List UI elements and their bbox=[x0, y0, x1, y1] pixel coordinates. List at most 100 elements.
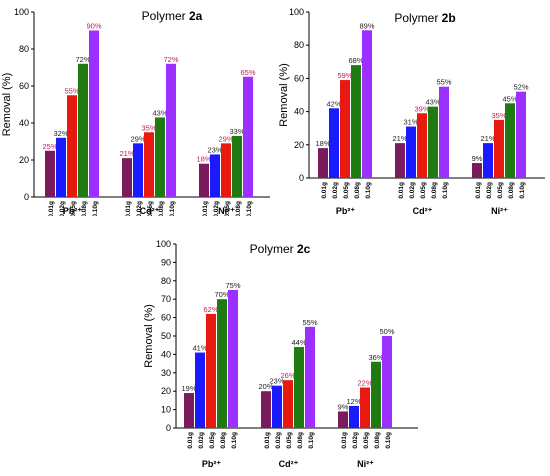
bar bbox=[210, 154, 220, 197]
bar-value-label: 26% bbox=[280, 371, 295, 380]
bar-value-label: 35% bbox=[141, 123, 156, 132]
y-axis-title: Removal (%) bbox=[143, 304, 155, 368]
bar bbox=[305, 326, 315, 428]
bar bbox=[406, 126, 416, 178]
bar bbox=[340, 80, 350, 178]
y-tick-label: 80 bbox=[19, 44, 29, 54]
bar bbox=[371, 361, 381, 428]
dose-tick-label: 0.05g bbox=[420, 182, 427, 199]
bar bbox=[56, 137, 66, 197]
y-tick-label: 10 bbox=[161, 405, 171, 415]
y-tick-label: 100 bbox=[156, 239, 171, 249]
bar-value-label: 41% bbox=[192, 344, 207, 353]
bar-value-label: 29% bbox=[218, 134, 233, 143]
bar-value-label: 72% bbox=[163, 55, 178, 64]
bar-value-label: 39% bbox=[414, 104, 429, 113]
y-tick-label: 100 bbox=[14, 7, 29, 17]
bar-value-label: 43% bbox=[152, 108, 167, 117]
bar bbox=[232, 135, 242, 197]
bar-value-label: 52% bbox=[513, 83, 528, 92]
y-tick-label: 70 bbox=[161, 294, 171, 304]
dose-tick-label: 0.05g bbox=[286, 432, 293, 449]
y-tick-label: 60 bbox=[161, 313, 171, 323]
dose-tick-label: 0.05g bbox=[343, 182, 350, 199]
bar-value-label: 18% bbox=[315, 139, 330, 148]
bar bbox=[243, 76, 253, 197]
y-tick-label: 80 bbox=[294, 40, 304, 50]
bar-value-label: 42% bbox=[326, 99, 341, 108]
bar bbox=[338, 411, 348, 428]
dose-tick-label: 0.10g bbox=[519, 182, 526, 199]
dose-tick-label: 0.05g bbox=[363, 432, 370, 449]
dose-tick-label: 0.01g bbox=[341, 432, 348, 449]
dose-tick-label: 0.08g bbox=[354, 182, 361, 199]
bar bbox=[261, 391, 271, 428]
group-label: Ni²⁺ bbox=[218, 206, 235, 216]
bar bbox=[483, 143, 493, 178]
y-tick-label: 0 bbox=[299, 173, 304, 183]
y-tick-label: 40 bbox=[294, 107, 304, 117]
bar-value-label: 9% bbox=[472, 154, 483, 163]
bar bbox=[144, 132, 154, 197]
bar-value-label: 23% bbox=[269, 377, 284, 386]
y-tick-label: 40 bbox=[19, 118, 29, 128]
y-tick-label: 60 bbox=[19, 81, 29, 91]
y-tick-label: 60 bbox=[294, 73, 304, 83]
bar-value-label: 9% bbox=[338, 402, 349, 411]
dose-tick-label: 0.02g bbox=[59, 201, 66, 216]
bar-value-label: 68% bbox=[348, 56, 363, 65]
bar bbox=[272, 385, 282, 428]
bar bbox=[349, 405, 359, 428]
bar bbox=[217, 299, 227, 428]
dose-tick-label: 0.10g bbox=[169, 201, 176, 216]
bar-value-label: 33% bbox=[229, 127, 244, 136]
dose-tick-label: 0.10g bbox=[442, 182, 449, 199]
bar-value-label: 55% bbox=[302, 318, 317, 327]
bar-value-label: 21% bbox=[480, 134, 495, 143]
dose-tick-label: 0.08g bbox=[220, 432, 227, 449]
dose-tick-label: 0.05g bbox=[224, 201, 231, 216]
y-axis-title: Removal (%) bbox=[278, 63, 290, 127]
y-tick-label: 0 bbox=[166, 423, 171, 433]
dose-tick-label: 0.01g bbox=[48, 201, 55, 216]
bar-value-label: 20% bbox=[258, 382, 273, 391]
bar bbox=[206, 313, 216, 428]
chart-title-label: 2c bbox=[297, 242, 311, 256]
bar bbox=[45, 150, 55, 197]
bar bbox=[360, 387, 370, 428]
y-tick-label: 20 bbox=[294, 140, 304, 150]
dose-tick-label: 0.01g bbox=[475, 182, 482, 199]
bar bbox=[67, 95, 77, 197]
dose-tick-label: 0.05g bbox=[70, 201, 77, 216]
y-tick-label: 100 bbox=[289, 7, 304, 17]
bar-value-label: 35% bbox=[491, 111, 506, 120]
bar-value-label: 12% bbox=[346, 397, 361, 406]
group-label: Cd²⁺ bbox=[413, 206, 433, 216]
bar-value-label: 19% bbox=[181, 384, 196, 393]
dose-tick-label: 0.02g bbox=[486, 182, 493, 199]
chart-title-label: 2b bbox=[442, 11, 456, 25]
dose-tick-label: 0.10g bbox=[385, 432, 392, 449]
dose-tick-label: 0.10g bbox=[246, 201, 253, 216]
chart-title: Polymer 2a bbox=[142, 9, 203, 23]
bar-value-label: 89% bbox=[359, 21, 374, 30]
dose-tick-label: 0.01g bbox=[187, 432, 194, 449]
bar bbox=[133, 143, 143, 197]
dose-tick-label: 0.01g bbox=[264, 432, 271, 449]
bar bbox=[516, 91, 526, 178]
dose-tick-label: 0.10g bbox=[231, 432, 238, 449]
bar bbox=[78, 63, 88, 197]
bar-value-label: 18% bbox=[196, 155, 211, 164]
dose-tick-label: 0.08g bbox=[235, 201, 242, 216]
y-tick-label: 50 bbox=[161, 331, 171, 341]
chart-svg-2a: 0 20 40 60 80 100 Removal (%) Polymer 2a 25% 0.01… bbox=[1, 7, 270, 218]
chart-title-label: 2a bbox=[189, 9, 203, 23]
bar-value-label: 36% bbox=[368, 353, 383, 362]
chart-title-prefix: Polymer bbox=[394, 11, 441, 25]
dose-tick-label: 0.08g bbox=[297, 432, 304, 449]
chart-panel-2b: 0 20 40 60 80 100 Removal (%) Polymer 2b 18% 0.01… bbox=[275, 0, 550, 216]
y-tick-label: 40 bbox=[161, 349, 171, 359]
dose-tick-label: 0.05g bbox=[209, 432, 216, 449]
dose-tick-label: 0.02g bbox=[409, 182, 416, 199]
bar bbox=[294, 347, 304, 428]
